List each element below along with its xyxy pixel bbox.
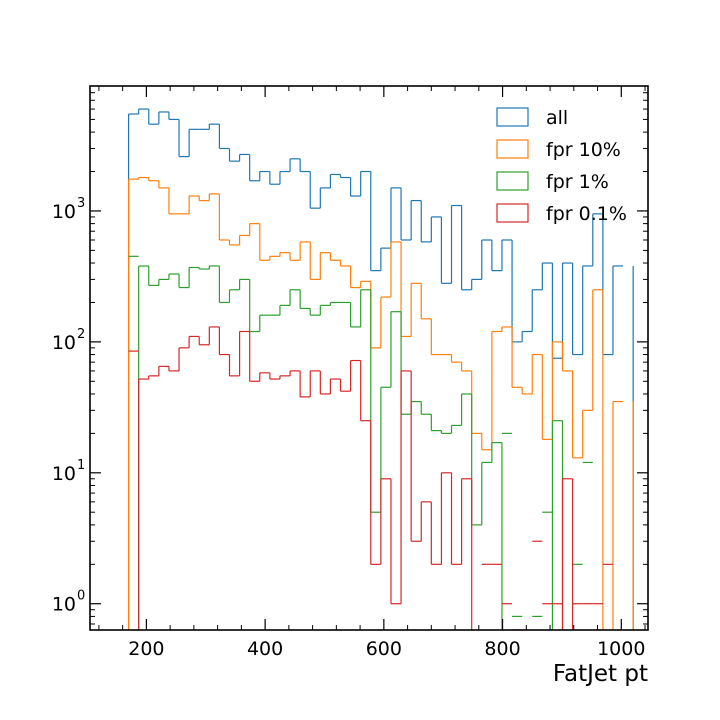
x-tick-label: 400 [247,638,283,660]
y-tick-exponent: 1 [77,458,85,473]
y-tick-exponent: 2 [77,327,85,342]
y-tick-exponent: 0 [77,589,85,604]
y-tick-label: 10 [52,332,76,354]
series-3 [128,326,613,631]
legend: all fpr 10% fpr 1% fpr 0.1% [496,107,627,225]
legend-swatch-2 [496,171,529,191]
x-tick-label: 1000 [597,638,645,660]
legend-label-2: fpr 1% [546,171,609,193]
y-tick-label: 10 [52,594,76,616]
legend-swatch-1 [496,139,529,159]
legend-swatch-0 [496,107,529,127]
y-tick-exponent: 3 [77,196,85,211]
legend-label-3: fpr 0.1% [546,203,627,225]
legend-label-1: fpr 10% [546,139,621,161]
x-tick-label: 800 [484,638,520,660]
y-tick-label: 10 [52,463,76,485]
y-tick-label: 10 [52,201,76,223]
y-tick-base: 10 [52,463,76,485]
plot-frame [89,85,649,631]
y-tick-base: 10 [52,332,76,354]
y-tick-base: 10 [52,201,76,223]
series-layer [127,108,634,631]
x-tick-label: 200 [128,638,164,660]
x-tick-label: 600 [366,638,402,660]
series-1 [127,176,634,630]
legend-label-0: all [546,107,568,129]
legend-swatch-3 [496,203,529,223]
y-tick-base: 10 [52,594,76,616]
x-axis-label: FatJet pt [553,661,648,687]
